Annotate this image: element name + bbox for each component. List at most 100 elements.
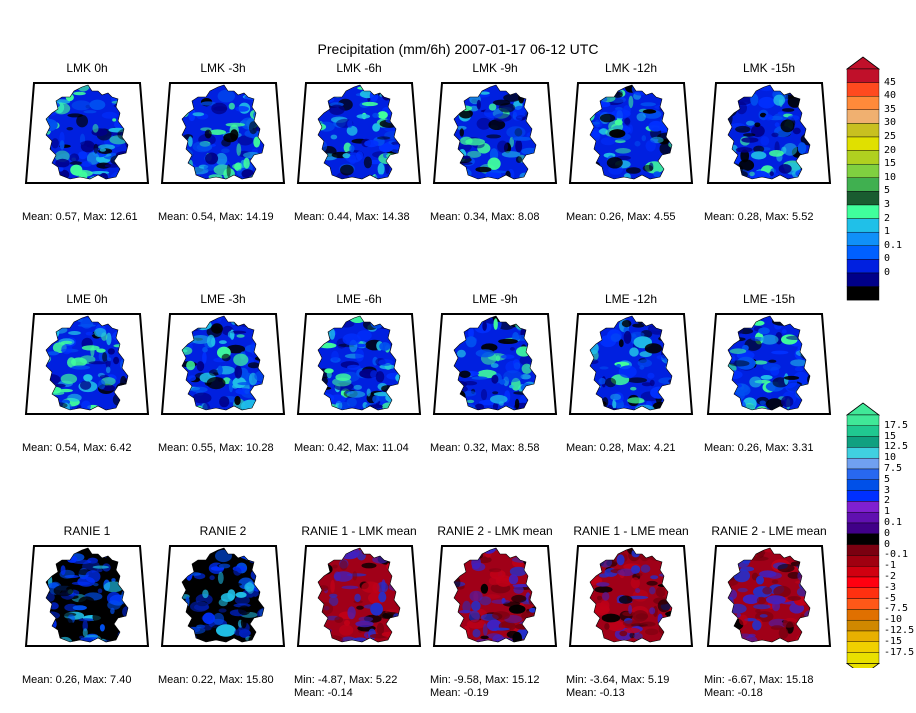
field-cell (85, 570, 101, 583)
field-cell (764, 172, 781, 179)
field-cell (206, 589, 223, 595)
field-cell (756, 575, 764, 585)
field-cell (618, 365, 637, 378)
panel-title: RANIE 2 (199, 524, 247, 538)
field-cell (328, 596, 339, 607)
field-cell (238, 605, 251, 616)
field-cell (753, 360, 768, 365)
field-cell (105, 366, 111, 374)
map-plot (160, 313, 286, 415)
field-cell (509, 566, 527, 577)
colorbar-swatch (846, 598, 880, 610)
field-cell (391, 141, 400, 146)
colorbar-label: 25 (884, 131, 897, 142)
field-cell (59, 140, 65, 150)
colorbar-label: 10 (884, 452, 897, 464)
field-cell (642, 109, 657, 114)
field-cell (54, 383, 66, 388)
country-outline (181, 84, 265, 180)
stats-line: Min: -3.64, Max: 5.19 (566, 674, 670, 686)
field-cell (190, 601, 209, 612)
field-cell (227, 330, 235, 338)
country-outline (453, 84, 537, 180)
field-cell (339, 560, 348, 571)
field-cell (624, 627, 641, 634)
colorbar-label: 2 (884, 212, 891, 224)
panel-title: RANIE 1 (63, 524, 111, 538)
field-cell (372, 582, 380, 593)
field-cell (329, 328, 336, 340)
field-cell (495, 577, 511, 582)
panel-title: LME -9h (472, 292, 518, 306)
colorbar-swatch (846, 123, 880, 138)
field-cell (55, 158, 70, 168)
field-cell (202, 402, 211, 410)
field-cell (640, 564, 651, 573)
field-cell (630, 331, 645, 338)
field-cell (254, 370, 264, 382)
map-plot (24, 313, 150, 415)
colorbar-swatch (846, 576, 880, 588)
map-panel: RANIE 2 Mean: 0.22, Max: 15.80 (158, 524, 288, 694)
colorbar-swatch (846, 425, 880, 437)
field-cell (202, 612, 215, 625)
field-cell (104, 164, 120, 168)
field-cell (58, 166, 64, 172)
map-plot (296, 545, 422, 647)
field-cell (490, 394, 508, 404)
field-cell (233, 567, 242, 576)
stats-line: Min: -6.67, Max: 15.18 (704, 674, 814, 686)
field-cell (641, 382, 652, 387)
colorbar-label: -17.5 (884, 646, 915, 658)
colorbar-label: -1 (884, 560, 897, 572)
colorbar-swatch (846, 630, 880, 642)
map-panel: LME -6h Mean: 0.42, Max: 11.04 (294, 292, 424, 462)
field-cell (641, 135, 646, 142)
field-cell (627, 377, 647, 383)
field-cell (601, 613, 621, 623)
colorbar-swatch (846, 259, 880, 274)
field-cell (500, 354, 515, 359)
field-cell (187, 136, 193, 147)
field-cell (492, 402, 499, 410)
field-cell (357, 330, 372, 341)
field-cell (201, 624, 213, 631)
stats-line: Mean: 0.42, Max: 11.04 (294, 442, 409, 454)
colorbar-swatch (846, 511, 880, 524)
field-cell (758, 327, 770, 335)
field-cell (655, 586, 666, 598)
field-cell (347, 606, 356, 620)
field-cell (632, 610, 648, 622)
map-plot (568, 545, 694, 647)
field-cell (466, 399, 475, 404)
field-cell (68, 331, 81, 335)
field-cell (492, 611, 510, 620)
field-cell (636, 572, 643, 577)
field-cell (60, 565, 66, 576)
field-cell (472, 628, 481, 638)
panel-title: LMK 0h (66, 61, 108, 75)
colorbar-label: 10 (884, 171, 897, 183)
field-cell (479, 91, 490, 95)
colorbar-label: -12.5 (884, 625, 915, 636)
field-cell (331, 350, 339, 362)
colorbar-swatch (846, 95, 880, 110)
field-cell (376, 581, 389, 594)
panel-title: LME -3h (200, 292, 246, 306)
field-cell (477, 369, 497, 379)
field-cell (348, 154, 357, 165)
field-cell (366, 388, 371, 397)
field-cell (217, 365, 223, 375)
field-cell (347, 364, 361, 370)
field-cell (355, 348, 365, 362)
field-cell (237, 135, 253, 146)
field-cell (519, 355, 533, 366)
field-cell (223, 582, 242, 587)
field-cell (647, 372, 655, 379)
map-panel: LME -3h Mean: 0.55, Max: 10.28 (158, 292, 288, 462)
field-cell (618, 339, 624, 348)
map-plot (568, 82, 694, 184)
panel-stats: Mean: 0.44, Max: 14.38 (294, 211, 454, 224)
field-cell (503, 370, 523, 383)
field-cell (233, 353, 249, 366)
